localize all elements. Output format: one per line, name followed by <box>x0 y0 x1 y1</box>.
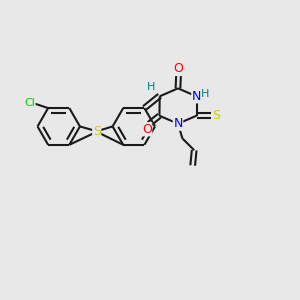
Text: N: N <box>192 90 201 103</box>
Text: S: S <box>93 125 101 138</box>
Text: H: H <box>147 82 156 92</box>
Text: O: O <box>142 123 152 136</box>
Text: S: S <box>212 109 220 122</box>
Text: Cl: Cl <box>24 98 35 108</box>
Text: N: N <box>173 117 183 130</box>
Text: O: O <box>174 62 184 75</box>
Text: H: H <box>201 89 209 99</box>
